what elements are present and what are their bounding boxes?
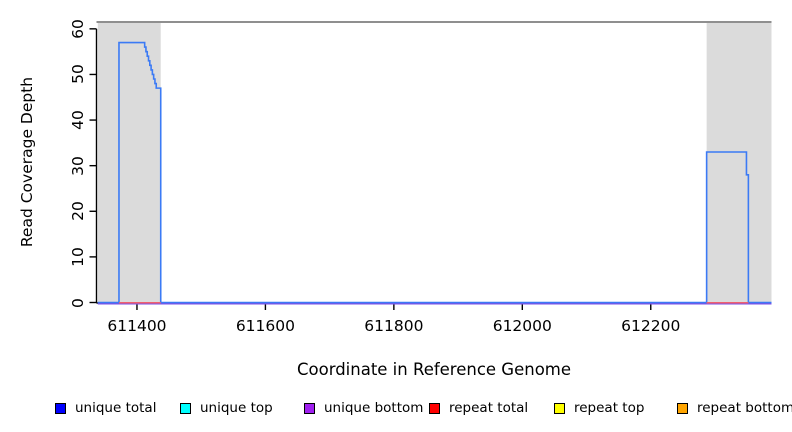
y-tick-label: 0	[69, 297, 87, 308]
x-tick-label: 611600	[235, 317, 295, 335]
legend-item-repeat-total: repeat total	[429, 400, 528, 416]
y-tick-label: 20	[69, 201, 87, 222]
legend-label: unique bottom	[324, 400, 424, 416]
repeat-region-shading	[706, 22, 772, 303]
repeat-region-shading	[97, 22, 161, 303]
legend-swatch-icon	[304, 402, 315, 414]
x-tick-label: 611400	[107, 317, 167, 335]
y-tick-label: 60	[69, 18, 87, 39]
legend-label: unique top	[200, 400, 273, 416]
legend-label: unique total	[75, 400, 157, 416]
y-tick-label: 30	[69, 155, 87, 176]
legend-item-repeat-bottom: repeat bottom	[677, 400, 792, 416]
y-tick-label: 40	[69, 110, 87, 130]
x-tick-label: 611800	[364, 317, 424, 335]
x-tick-label: 612000	[492, 317, 552, 335]
legend-label: repeat top	[574, 400, 645, 416]
legend-item-unique-top: unique top	[180, 400, 273, 416]
legend-item-unique-bottom: unique bottom	[304, 400, 423, 416]
legend-swatch-icon	[677, 402, 688, 414]
legend-item-unique-total: unique total	[55, 400, 156, 416]
x-axis-title: Coordinate in Reference Genome	[296, 360, 572, 379]
y-axis-title: Read Coverage Depth	[18, 76, 36, 248]
x-tick-label: 612200	[621, 317, 681, 335]
legend-label: repeat bottom	[697, 400, 792, 416]
legend-swatch-icon	[554, 402, 565, 414]
y-tick-label: 10	[69, 247, 87, 267]
legend-swatch-icon	[180, 402, 191, 414]
legend-label: repeat total	[449, 400, 529, 416]
legend-item-repeat-top: repeat top	[554, 400, 644, 416]
series-line-unique-total	[97, 41, 772, 304]
y-tick-label: 50	[69, 64, 87, 85]
legend-swatch-icon	[55, 402, 66, 414]
legend-swatch-icon	[429, 402, 440, 414]
